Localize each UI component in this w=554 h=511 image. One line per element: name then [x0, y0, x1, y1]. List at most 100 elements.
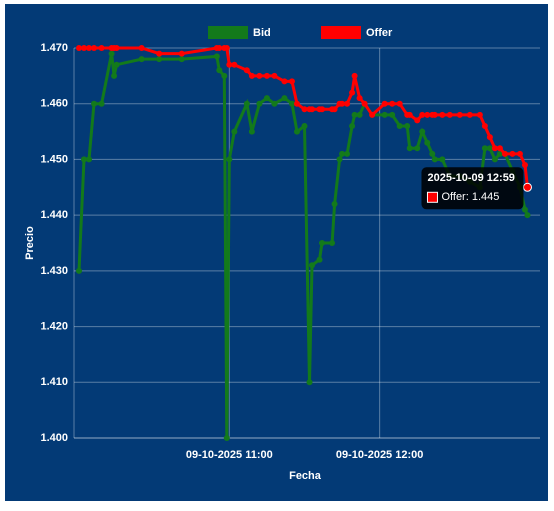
data-point — [429, 150, 436, 157]
data-point — [481, 145, 488, 152]
data-point — [288, 100, 295, 107]
data-point — [496, 150, 503, 157]
data-point — [496, 145, 503, 152]
data-point — [263, 72, 270, 79]
data-point — [431, 111, 438, 118]
data-point — [486, 134, 493, 141]
y-tick-label: 1.420 — [40, 320, 68, 332]
data-point — [316, 256, 323, 263]
data-point — [404, 123, 411, 129]
hovered-point — [522, 182, 532, 192]
y-tick-label: 1.460 — [40, 98, 68, 110]
data-point — [256, 72, 263, 79]
y-tick-label: 1.470 — [40, 42, 68, 54]
data-point — [271, 72, 278, 79]
data-point — [231, 128, 238, 135]
data-point — [256, 100, 263, 107]
data-point — [516, 150, 523, 157]
data-point — [156, 50, 163, 57]
data-point — [81, 45, 88, 51]
data-point — [339, 100, 346, 107]
data-point — [301, 123, 308, 129]
data-point — [344, 100, 351, 107]
data-point — [213, 53, 220, 60]
data-point — [439, 111, 446, 118]
data-point — [466, 111, 473, 118]
data-point — [424, 139, 431, 146]
data-point — [491, 156, 498, 163]
data-point — [509, 150, 516, 157]
data-point — [231, 61, 238, 68]
data-point — [319, 106, 326, 113]
y-tick-label: 1.440 — [40, 209, 68, 221]
y-tick-label: 1.450 — [40, 153, 68, 165]
data-point — [456, 111, 463, 118]
data-point — [293, 128, 300, 135]
x-axis-title: Fecha — [289, 470, 322, 482]
data-point — [344, 150, 351, 157]
legend-swatch — [321, 26, 361, 39]
legend-label: Offer — [366, 27, 393, 39]
data-point — [331, 106, 338, 113]
data-point — [156, 56, 163, 63]
data-point — [381, 100, 388, 107]
data-point — [98, 45, 105, 51]
data-point — [288, 78, 295, 85]
tooltip-swatch — [426, 191, 438, 203]
data-point — [361, 100, 368, 107]
legend-label: Bid — [253, 27, 271, 39]
data-point — [91, 100, 98, 107]
data-point — [243, 100, 250, 107]
data-point — [309, 106, 316, 113]
data-point — [521, 206, 528, 213]
data-point — [111, 72, 118, 79]
legend-swatch — [208, 26, 248, 39]
data-point — [86, 156, 93, 163]
data-point — [113, 45, 120, 51]
data-point — [309, 262, 316, 269]
data-point — [486, 145, 493, 152]
chart-background — [5, 4, 548, 501]
data-point — [381, 111, 388, 118]
data-point — [389, 111, 396, 118]
data-point — [356, 111, 363, 118]
data-point — [476, 111, 483, 118]
data-point — [369, 111, 376, 118]
data-point — [271, 100, 278, 107]
y-tick-label: 1.400 — [40, 432, 68, 444]
data-point — [263, 95, 270, 102]
data-point — [351, 111, 358, 118]
data-point — [76, 45, 83, 51]
data-point — [81, 156, 88, 163]
data-point — [113, 61, 120, 68]
data-point — [419, 128, 426, 135]
data-point — [223, 45, 230, 51]
data-point — [248, 72, 255, 79]
data-point — [76, 267, 83, 274]
data-point — [293, 100, 300, 107]
data-point — [439, 156, 446, 163]
data-point — [424, 111, 431, 118]
data-point — [98, 100, 105, 107]
data-point — [178, 56, 185, 63]
data-point — [331, 201, 338, 207]
data-point — [356, 95, 363, 102]
data-point — [216, 67, 223, 74]
data-point — [419, 111, 426, 118]
data-point — [243, 67, 250, 74]
tooltip-box — [421, 167, 524, 210]
data-point — [226, 61, 233, 68]
data-point — [446, 111, 453, 118]
data-point — [178, 50, 185, 57]
data-point — [248, 128, 255, 135]
x-tick-label: 09-10-2025 12:00 — [336, 449, 423, 461]
x-tick-label: 09-10-2025 11:00 — [186, 449, 273, 461]
data-point — [306, 379, 313, 386]
data-point — [138, 45, 145, 51]
data-point — [336, 156, 343, 163]
y-tick-label: 1.430 — [40, 265, 68, 277]
tooltip-title: 2025-10-09 12:59 — [427, 172, 514, 184]
data-point — [91, 45, 98, 51]
